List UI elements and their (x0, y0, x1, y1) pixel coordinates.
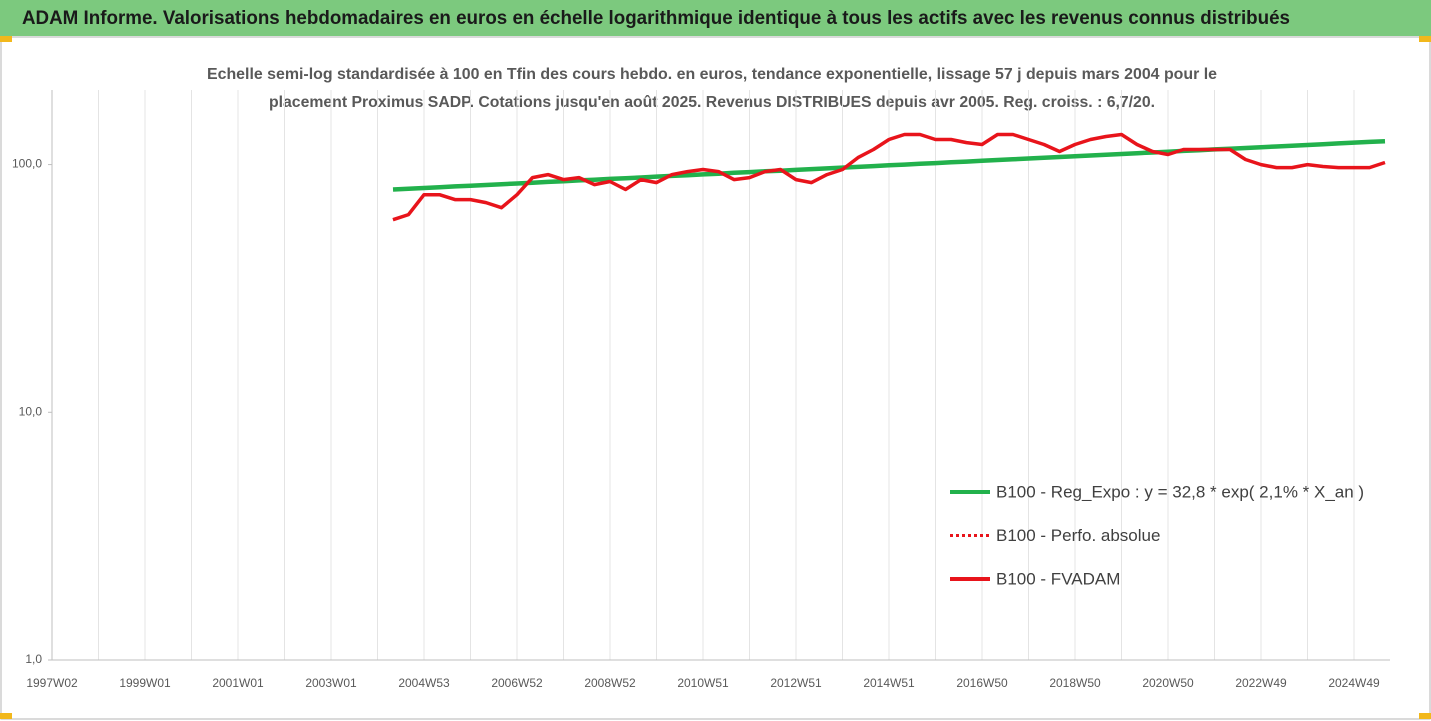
header-bar (0, 0, 1431, 36)
x-tick-label: 2020W50 (1142, 676, 1194, 690)
x-tick-label: 2004W53 (398, 676, 450, 690)
x-tick-label: 2022W49 (1235, 676, 1287, 690)
x-tick-label: 2008W52 (584, 676, 636, 690)
x-tick-label: 2003W01 (305, 676, 357, 690)
y-tick-label: 10,0 (19, 404, 43, 418)
x-tick-label: 2024W49 (1328, 676, 1380, 690)
x-tick-label: 1999W01 (119, 676, 171, 690)
y-tick-label: 1,0 (25, 652, 42, 666)
x-tick-label: 1997W02 (26, 676, 78, 690)
chart-subtitle: placement Proximus SADP. Cotations jusqu… (269, 94, 1155, 111)
x-tick-label: 2010W51 (677, 676, 729, 690)
corner (0, 36, 12, 42)
corner (0, 713, 12, 719)
x-tick-label: 2018W50 (1049, 676, 1101, 690)
y-tick-label: 100,0 (12, 157, 42, 171)
chart-frame (0, 36, 1431, 720)
legend-label: B100 - Reg_Expo : y = 32,8 * exp( 2,1% *… (996, 482, 1364, 501)
x-tick-label: 2014W51 (863, 676, 915, 690)
x-tick-label: 2016W50 (956, 676, 1008, 690)
chart-subtitle: Echelle semi-log standardisée à 100 en T… (207, 66, 1217, 83)
x-tick-label: 2006W52 (491, 676, 543, 690)
legend-label: B100 - FVADAM (996, 569, 1120, 588)
legend-label: B100 - Perfo. absolue (996, 526, 1160, 545)
corner (1419, 713, 1431, 719)
x-tick-label: 2012W51 (770, 676, 822, 690)
corner (1419, 36, 1431, 42)
x-tick-label: 2001W01 (212, 676, 264, 690)
series-line (392, 132, 1386, 222)
chart-title: ADAM Informe. Valorisations hebdomadaire… (22, 8, 1290, 29)
